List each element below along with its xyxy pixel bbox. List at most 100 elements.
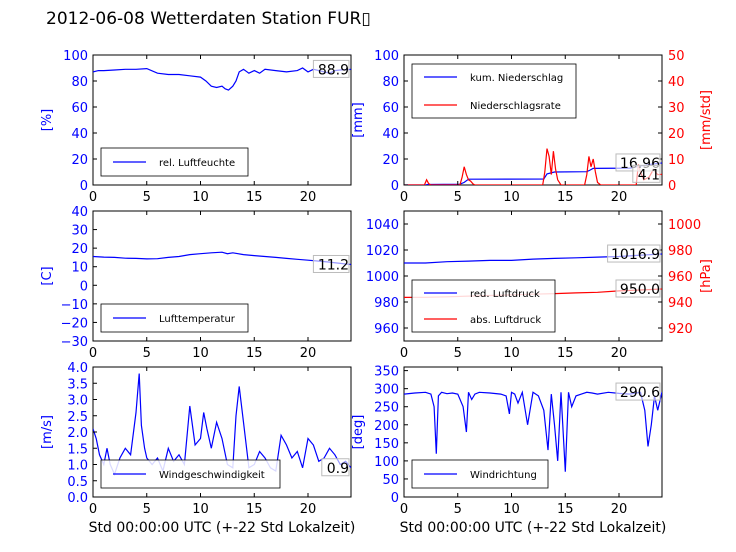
legend-entry: abs. Luftdruck (470, 315, 541, 326)
y-tick-label: 60 (71, 101, 88, 116)
y-tick-label: −10 (61, 298, 88, 313)
y-axis-label: [deg] (351, 415, 366, 450)
x-tick-label: 15 (246, 502, 263, 517)
x-tick-label: 15 (557, 502, 574, 517)
legend-entry: Niederschlagsrate (470, 101, 561, 112)
x-tick-label: 15 (557, 190, 574, 205)
last-value-label-box (607, 244, 661, 263)
x-tick-label: 10 (503, 190, 520, 205)
last-value-label-box (615, 382, 661, 401)
last-value-label-box (312, 254, 350, 273)
y-tick-label: 80 (382, 75, 399, 90)
figure-title: 2012-06-08 Wetterdaten Station FUR▯ (46, 9, 371, 29)
x-tick-label: 10 (192, 190, 209, 205)
y-tick-label: 40 (71, 127, 88, 142)
legend-entry: Lufttemperatur (159, 314, 236, 325)
y-right-tick-label: 980 (668, 244, 693, 259)
x-tick-label: 10 (503, 346, 520, 361)
y-tick-label: 960 (374, 322, 399, 337)
y-tick-label: 100 (374, 455, 399, 470)
y-tick-label: 200 (374, 419, 399, 434)
x-tick-label: 10 (192, 346, 209, 361)
y-tick-label: 50 (382, 473, 399, 488)
y-tick-label: 20 (71, 153, 88, 168)
y-tick-label: 250 (374, 401, 399, 416)
series-line (93, 373, 351, 476)
last-value-right-label: 950.0 (620, 282, 660, 298)
y-right-tick-label: 40 (668, 75, 685, 90)
x-tick-label: 20 (611, 502, 628, 517)
y-tick-label: 3.0 (67, 394, 88, 409)
last-value-label: 88.9 (318, 62, 349, 78)
panel-humidity: 0 5 10 15 20 0 20 40 60 80 100 [%] 88.9 rel. Luftfeuc… (40, 49, 352, 205)
y-tick-label: 20 (71, 242, 88, 257)
y-tick-label: 1020 (366, 244, 399, 259)
x-tick-label: 5 (143, 346, 151, 361)
y-axis-label: [mm] (351, 102, 366, 137)
y-tick-label: 1.0 (67, 459, 88, 474)
x-tick-label: 20 (300, 502, 317, 517)
last-value-label-box (321, 458, 350, 477)
legend-box (411, 279, 556, 333)
y-tick-label: 100 (374, 49, 399, 64)
x-tick-label: 0 (89, 346, 97, 361)
x-tick-label: 20 (300, 346, 317, 361)
y-tick-label: 100 (63, 49, 88, 64)
x-tick-label: 5 (454, 190, 462, 205)
legend-entry: kum. Niederschlag (470, 73, 563, 84)
x-tick-label: 0 (400, 346, 408, 361)
y-tick-label: 150 (374, 437, 399, 452)
panel-precipitation: 0 5 10 15 20 0 20 40 60 80 100 0 10 20 30 40 50 [mm] [mm/s… (351, 49, 714, 205)
x-tick-label: 0 (400, 190, 408, 205)
y-tick-label: 980 (374, 296, 399, 311)
panel-temperature: 0 5 10 15 20 −30 −20 −10 0 10 20 30 40 [C] 11.2 Lufttem… (40, 205, 352, 361)
y-tick-label: −30 (61, 335, 88, 350)
legend-entry: Windrichtung (470, 470, 537, 481)
y-tick-label: 80 (71, 75, 88, 90)
legend-entry: red. Luftdruck (470, 289, 540, 300)
y-right-tick-label: 30 (668, 101, 685, 116)
x-tick-label: 20 (300, 190, 317, 205)
y-tick-label: 4.0 (67, 361, 88, 376)
y-tick-label: 40 (71, 205, 88, 220)
panel-pressure: 0 5 10 15 20 960 980 1000 1020 1040 920 940 960 980 10… (366, 210, 714, 361)
x-tick-label: 0 (89, 502, 97, 517)
last-value-right-label-box (615, 279, 661, 298)
x-tick-label: 5 (143, 502, 151, 517)
y-right-tick-label: 20 (668, 127, 685, 142)
y-tick-label: 20 (382, 153, 399, 168)
y-tick-label: 350 (374, 365, 399, 380)
x-tick-label: 20 (611, 346, 628, 361)
y-tick-label: 0 (80, 279, 88, 294)
x-tick-label: 15 (246, 190, 263, 205)
last-value-label: 290.6 (620, 385, 660, 401)
x-tick-label: 0 (400, 502, 408, 517)
series-line (93, 251, 351, 266)
y-right-tick-label: 960 (668, 270, 693, 285)
y-tick-label: 0.5 (67, 475, 88, 490)
y-tick-label: 2.5 (67, 410, 88, 425)
y-right-tick-label: 1000 (668, 218, 701, 233)
panel-wind_speed: 0 5 10 15 20 0.00.51.0 1.52.02.53.0 3.54.0 [m/s]… (40, 361, 355, 536)
y-axis-label: [%] (40, 109, 55, 132)
y-tick-label: 0 (391, 491, 399, 506)
y-tick-label: 1000 (366, 270, 399, 285)
y-right-tick-label: 50 (668, 49, 685, 64)
y-right-tick-label: 940 (668, 296, 693, 311)
x-tick-label: 0 (89, 190, 97, 205)
x-axis-label: Std 00:00:00 UTC (+-22 Std Lokalzeit) (400, 520, 667, 536)
x-tick-label: 5 (454, 346, 462, 361)
last-value-label: 1016.9 (611, 247, 660, 263)
last-value-right-label-box (632, 164, 661, 183)
y-tick-label: 1040 (366, 218, 399, 233)
y-tick-label: 0 (391, 179, 399, 194)
y-right-axis-label: [mm/std] (699, 90, 714, 150)
x-tick-label: 5 (454, 502, 462, 517)
x-tick-label: 5 (143, 190, 151, 205)
y-right-tick-label: 0 (668, 179, 676, 194)
y-tick-label: 60 (382, 101, 399, 116)
y-right-tick-label: 920 (668, 322, 693, 337)
x-tick-label: 15 (557, 346, 574, 361)
series-line (404, 390, 662, 472)
